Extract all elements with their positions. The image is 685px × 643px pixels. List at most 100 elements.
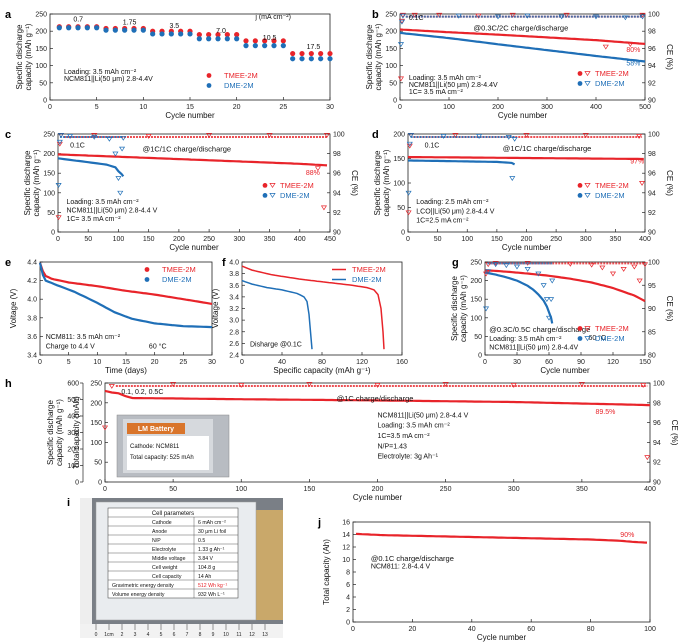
y-tick-label: 100 [43, 190, 55, 197]
outer-y-tick-label: 300 [67, 430, 79, 437]
chart-d: d 0 50 100 150 200 250 300 350 400 0 50 100 150 200 90 9… [372, 129, 674, 252]
data-point [308, 56, 314, 62]
legend-label: DME-2M [595, 191, 625, 200]
data-point [271, 43, 277, 49]
data-point [308, 50, 314, 57]
ce-point [406, 143, 413, 149]
annotation: 7.0 [216, 28, 226, 35]
table-param: Gravimetric energy density [112, 583, 174, 589]
annotation: 97% [630, 158, 644, 165]
chart-e: e 0 5 10 15 20 25 30 3.4 3.6 3.8 4.0 4.2 4.4 Time (day… [5, 257, 216, 375]
x-axis-title: Cycle number [498, 111, 548, 120]
annotation: 0.7 [73, 17, 83, 24]
series-dme-2m [484, 271, 554, 324]
ruler-label: 2 [121, 632, 124, 638]
ruler-label: 12 [249, 632, 255, 638]
data-point [290, 56, 296, 62]
data-point [299, 56, 305, 62]
outer-y-tick-label: 400 [67, 414, 79, 421]
y2-tick-label: 80 [648, 353, 656, 360]
legend-marker [577, 326, 583, 331]
ruler-label: 5 [160, 632, 163, 638]
chart-h: h 0 50 100 150 200 250 300 350 400 0 50 100 150 200 250… [5, 378, 679, 502]
battery-label: LM Battery [138, 426, 174, 433]
y-tick-label: 50 [94, 460, 102, 467]
ce-point [57, 133, 65, 138]
y-tick-label: 100 [393, 181, 405, 188]
annotation: @1C/1C charge/discharge [503, 144, 592, 153]
annotation: 58% [626, 61, 640, 68]
ce-point [540, 283, 547, 289]
annotation: 0.1C [425, 143, 440, 150]
series-tmee-2m [399, 28, 646, 45]
legend-marker-ce [584, 81, 591, 87]
ce-point [117, 190, 124, 196]
ruler-label: 11 [236, 632, 241, 638]
y2-tick-label: 94 [653, 440, 661, 447]
y-axis-title: Voltage (V) [9, 288, 18, 328]
y-tick-label: 150 [90, 420, 102, 427]
y-tick-label: 3.0 [229, 318, 239, 325]
series-dme-2m-ce [483, 262, 556, 321]
annotation: N/P=1.43 [378, 443, 407, 450]
y-tick-label: 200 [43, 151, 55, 158]
y-tick-label: 3.4 [27, 353, 37, 360]
data-point [318, 50, 324, 57]
y2-tick-label: 96 [333, 171, 341, 178]
annotation: j (mA cm⁻²) [254, 14, 291, 21]
panel-label: j [317, 517, 321, 529]
x-tick-label: 150 [491, 236, 503, 243]
x-tick-label: 120 [356, 359, 368, 366]
y-tick-label: 100 [470, 315, 482, 322]
panel-label: h [5, 378, 12, 390]
ce-point [452, 133, 459, 138]
x-tick-label: 350 [610, 236, 622, 243]
legend-label: TMEE-2M [224, 71, 258, 80]
series-dme-2m [241, 279, 313, 350]
y-axis-title: Specific dischargecapacity (mAh g⁻¹) [46, 399, 64, 466]
x-tick-label: 50 [84, 236, 92, 243]
legend-label: DME-2M [595, 79, 625, 88]
ce-point [524, 267, 531, 272]
annotation: LCO||Li(50 μm) 2.8-4.4 V [416, 208, 494, 215]
outer-y-tick-label: 0 [75, 480, 79, 487]
y2-tick-label: 100 [653, 381, 665, 388]
y2-tick-label: 94 [648, 190, 656, 197]
ce-point [407, 133, 414, 138]
ce-point [56, 141, 63, 147]
data-point [252, 43, 258, 49]
legend-marker [206, 83, 212, 88]
y-tick-label: 4 [346, 595, 350, 602]
ce-point [483, 271, 490, 277]
legend-marker [577, 193, 583, 198]
y2-axis-title: CE (%) [665, 44, 674, 70]
battery-info-line: Cathode: NCM811 [130, 444, 180, 450]
data-point [252, 38, 258, 44]
data-point [290, 50, 296, 57]
y-tick-label: 4.0 [27, 297, 37, 304]
y-tick-label: 0 [401, 230, 405, 237]
data-point [94, 25, 100, 31]
y2-tick-label: 100 [648, 12, 660, 19]
legend-marker-ce [584, 183, 591, 189]
annotation: 10.5 [263, 35, 277, 42]
chart-f: f 0 40 80 120 160 2.4 2.6 2.8 3.0 3.2 3.4 3.6 3.8 4.0 S… [211, 257, 408, 375]
table-value: 512 Wh kg⁻¹ [198, 583, 228, 589]
ce-point [55, 183, 62, 188]
y-tick-label: 0 [393, 98, 397, 105]
data-point [224, 36, 230, 42]
y2-tick-label: 90 [333, 230, 341, 237]
series-dme-2m-ce [397, 13, 646, 47]
legend-label: DME-2M [595, 334, 625, 343]
panel-label: d [372, 129, 379, 141]
y-tick-label: 3.8 [27, 315, 37, 322]
data-point [66, 25, 72, 31]
y-tick-label: 2.8 [229, 329, 239, 336]
ce-point [314, 166, 321, 172]
data-point [299, 50, 305, 57]
y-tick-label: 3.4 [229, 294, 239, 301]
legend-marker [577, 336, 583, 341]
x-tick-label: 150 [304, 486, 316, 493]
ruler-label: 1cm [104, 632, 113, 638]
y-axis-title: Specific dischargecapacity (mAh g⁻¹) [15, 23, 33, 90]
